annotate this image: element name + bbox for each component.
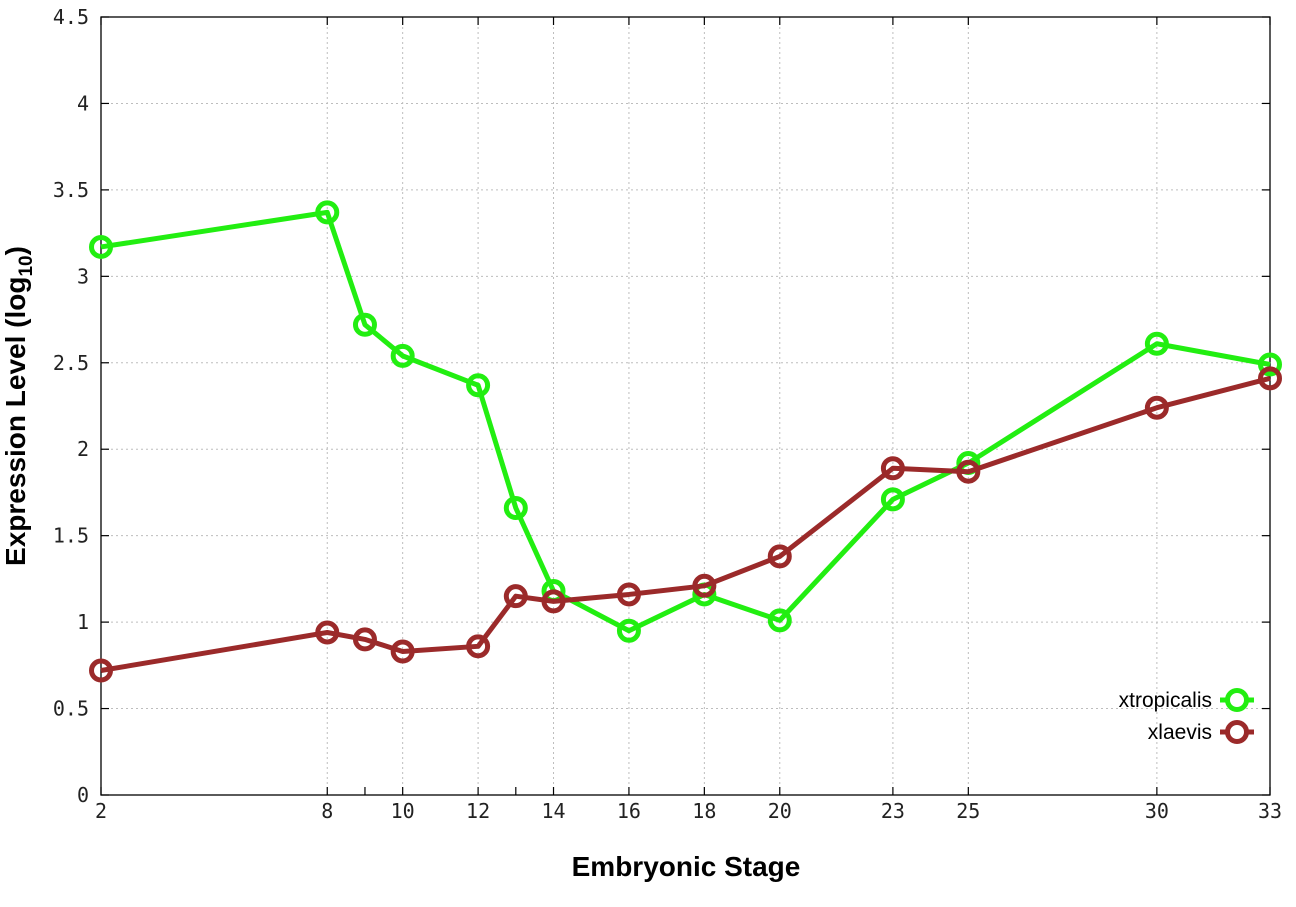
y-tick-label: 4: [77, 91, 89, 115]
series-layer: [89, 200, 1282, 683]
y-axis-title-main: Expression Level (log: [0, 277, 31, 566]
data-point: [616, 582, 641, 607]
data-point: [880, 456, 905, 481]
x-tick-label: 20: [768, 799, 792, 823]
data-point: [503, 584, 528, 609]
legend-swatch-marker: [1225, 688, 1249, 712]
y-axis-title-close: ): [0, 246, 31, 255]
data-point: [352, 627, 377, 652]
data-point: [767, 544, 792, 569]
data-point: [1258, 352, 1282, 377]
data-point: [315, 200, 340, 225]
data-point: [956, 459, 981, 484]
legend-label: xtropicalis: [1119, 689, 1212, 712]
y-tick-label: 1: [77, 610, 89, 634]
x-axis-title: Embryonic Stage: [572, 851, 801, 882]
series-line: [100, 375, 1271, 673]
x-tick-label: 8: [321, 799, 333, 823]
data-point: [767, 608, 792, 633]
axis-ticks: 0 0.5 1 1.5 2 2.5 3 3.5 4 4.5 2 8 10 12 14 16 18 20 23 25 30…: [53, 5, 1282, 823]
y-axis-title: Expression Level (log10): [0, 246, 37, 566]
y-tick-label: 1.5: [53, 524, 89, 548]
data-point: [352, 312, 377, 337]
x-tick-label: 16: [617, 799, 641, 823]
y-tick-label: 0.5: [53, 697, 89, 721]
data-point: [692, 573, 717, 598]
y-tick-label: 2: [77, 437, 89, 461]
data-point: [390, 639, 415, 664]
y-axis-title-subscript: 10: [16, 255, 37, 276]
x-tick-label: 25: [956, 799, 980, 823]
data-point: [541, 589, 566, 614]
legend-entry: xtropicalis: [1119, 688, 1254, 712]
plot-frame: [100, 16, 1271, 796]
grid: [101, 17, 1270, 795]
data-point: [1144, 395, 1169, 420]
y-tick-label: 0: [77, 783, 89, 807]
x-tick-label: 18: [692, 799, 716, 823]
data-point: [1144, 331, 1169, 356]
x-tick-label: 33: [1258, 799, 1282, 823]
data-point: [503, 496, 528, 521]
x-tick-label: 30: [1145, 799, 1169, 823]
data-point: [1258, 366, 1282, 391]
series-xlaevis: [89, 366, 1282, 683]
y-tick-label: 3.5: [53, 178, 89, 202]
x-tick-label: 12: [466, 799, 490, 823]
data-point: [315, 620, 340, 645]
y-tick-label: 4.5: [53, 5, 89, 29]
y-tick-label: 3: [77, 264, 89, 288]
data-point: [466, 373, 491, 398]
x-tick-label: 2: [95, 799, 107, 823]
data-point: [89, 658, 113, 683]
legend: xtropicalis xlaevis: [1119, 688, 1254, 744]
series-xtropicalis: [89, 200, 1282, 643]
legend-entry: xlaevis: [1148, 720, 1254, 744]
y-tick-label: 2.5: [53, 351, 89, 375]
data-point: [390, 343, 415, 368]
series-line: [100, 209, 1271, 634]
data-point: [466, 634, 491, 659]
data-point: [880, 487, 905, 512]
x-tick-label: 14: [541, 799, 565, 823]
x-tick-label: 10: [391, 799, 415, 823]
data-point: [616, 618, 641, 643]
x-tick-label: 23: [881, 799, 905, 823]
legend-swatch-marker: [1225, 720, 1249, 744]
legend-label: xlaevis: [1148, 721, 1212, 744]
data-point: [89, 234, 113, 259]
